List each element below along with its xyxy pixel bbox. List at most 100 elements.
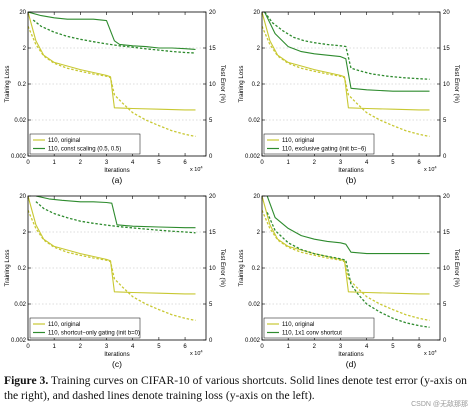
series-line-variant-dashed xyxy=(32,19,196,54)
y-left-tick-label: 0.02 xyxy=(14,302,26,308)
x-exponent: x 104 xyxy=(190,165,203,174)
x-exponent-base: x 10 xyxy=(424,351,434,357)
panel-3: 0 1 2 3 4 5 6 0.002 0.02 0.2 2 20 0 5 10 15 20 Iterations… xyxy=(238,194,460,369)
y-right-tick-label: 20 xyxy=(209,194,216,200)
y-right-tick-label: 20 xyxy=(443,194,450,200)
y-right-tick-label: 5 xyxy=(209,302,213,308)
legend-entry: 110, exclusive gating (init b=−6) xyxy=(282,147,366,153)
y-left-axis-label: Training Loss xyxy=(238,250,245,287)
y-right-tick-label: 5 xyxy=(443,118,447,124)
y-right-tick-label: 10 xyxy=(209,82,216,88)
y-left-tick-label: 0.002 xyxy=(11,338,27,344)
legend: 110, original 110, exclusive gating (init… xyxy=(263,133,375,155)
x-tick-label: 2 xyxy=(313,344,317,350)
figure-caption: Figure 3. Training curves on CIFAR-10 of… xyxy=(4,373,468,403)
y-right-tick-label: 10 xyxy=(443,266,450,272)
y-left-tick-label: 20 xyxy=(19,194,26,200)
legend: 110, original 110, const scaling (0.5, 0.… xyxy=(29,133,141,155)
y-left-tick-label: 20 xyxy=(253,194,260,200)
y-right-axis-label: Test Error (%) xyxy=(453,249,460,287)
panel-1: 0 1 2 3 4 5 6 0.002 0.02 0.2 2 20 0 5 10 15 20 Iterations… xyxy=(238,10,460,185)
series-line-variant-solid xyxy=(266,196,430,255)
y-right-tick-label: 10 xyxy=(443,82,450,88)
x-tick-label: 0 xyxy=(260,160,264,166)
x-tick-label: 4 xyxy=(365,160,369,166)
caption-text: Training curves on CIFAR-10 of various s… xyxy=(4,374,467,402)
y-right-axis-label: Test Error (%) xyxy=(453,65,460,103)
x-tick-label: 5 xyxy=(391,344,395,350)
y-right-tick-label: 0 xyxy=(209,338,213,344)
x-tick-label: 0 xyxy=(26,344,30,350)
y-left-axis-label: Training Loss xyxy=(4,250,11,287)
series-group xyxy=(28,196,196,322)
x-tick-label: 1 xyxy=(287,160,291,166)
x-tick-label: 4 xyxy=(131,160,135,166)
y-left-tick-label: 2 xyxy=(23,46,27,52)
x-tick-label: 4 xyxy=(131,344,135,350)
y-left-tick-label: 0.2 xyxy=(252,82,261,88)
series-group xyxy=(262,196,430,328)
x-tick-label: 1 xyxy=(53,344,57,350)
legend-entry: 110, const scaling (0.5, 0.5) xyxy=(48,147,121,153)
y-left-tick-label: 0.2 xyxy=(18,266,27,272)
series-line-variant-solid xyxy=(28,12,196,50)
y-right-axis-label: Test Error (%) xyxy=(219,249,226,287)
x-tick-label: 1 xyxy=(287,344,291,350)
legend-box xyxy=(263,317,375,339)
x-exponent-base: x 10 xyxy=(190,167,200,173)
series-line-variant-solid xyxy=(35,196,196,229)
x-exponent-base: x 10 xyxy=(190,351,200,357)
panel-label: (b) xyxy=(346,175,357,185)
x-axis-label: Iterations xyxy=(104,167,129,174)
panel-label: (a) xyxy=(112,175,123,185)
x-exponent-power: 4 xyxy=(200,349,203,354)
y-right-tick-label: 20 xyxy=(443,10,450,16)
x-tick-label: 3 xyxy=(105,344,109,350)
y-left-tick-label: 20 xyxy=(253,10,260,16)
legend-box xyxy=(29,133,141,155)
y-left-tick-label: 0.2 xyxy=(252,266,261,272)
series-line-variant-solid xyxy=(264,12,430,92)
y-right-tick-label: 0 xyxy=(443,338,447,344)
y-right-tick-label: 15 xyxy=(209,46,216,52)
series-group xyxy=(28,12,196,138)
y-left-tick-label: 2 xyxy=(257,46,261,52)
panel-0: 0 1 2 3 4 5 6 0.002 0.02 0.2 2 20 0 5 10 15 20 Iterations… xyxy=(4,10,226,185)
y-left-tick-label: 0.002 xyxy=(245,338,261,344)
y-right-axis-label: Test Error (%) xyxy=(219,65,226,103)
y-left-tick-label: 2 xyxy=(257,230,261,236)
x-axis-label: Iterations xyxy=(338,351,363,358)
series-group xyxy=(262,12,430,138)
x-tick-label: 5 xyxy=(157,160,161,166)
x-tick-label: 0 xyxy=(26,160,30,166)
x-exponent: x 104 xyxy=(424,349,437,358)
x-tick-label: 6 xyxy=(183,344,187,350)
x-tick-label: 2 xyxy=(79,344,83,350)
x-exponent-base: x 10 xyxy=(424,167,434,173)
y-right-tick-label: 0 xyxy=(209,154,213,160)
y-left-tick-label: 0.002 xyxy=(245,154,261,160)
y-right-tick-label: 5 xyxy=(443,302,447,308)
y-right-tick-label: 15 xyxy=(209,230,216,236)
x-tick-label: 2 xyxy=(313,160,317,166)
y-left-tick-label: 0.02 xyxy=(248,302,260,308)
y-left-tick-label: 0.02 xyxy=(248,118,260,124)
legend: 110, original 110, 1x1 conv shortcut xyxy=(263,317,375,339)
series-line-variant-dashed xyxy=(266,212,430,328)
legend-entry: 110, 1x1 conv shortcut xyxy=(282,331,342,337)
legend-entry: 110, original xyxy=(282,138,314,144)
x-tick-label: 3 xyxy=(105,160,109,166)
x-tick-label: 3 xyxy=(339,344,343,350)
panel-label: (d) xyxy=(346,359,357,369)
x-axis-label: Iterations xyxy=(338,167,363,174)
y-left-axis-label: Training Loss xyxy=(238,66,245,103)
y-left-tick-label: 2 xyxy=(23,230,27,236)
caption-label: Figure 3. xyxy=(4,374,49,387)
y-right-tick-label: 10 xyxy=(209,266,216,272)
y-left-tick-label: 0.02 xyxy=(14,118,26,124)
x-tick-label: 6 xyxy=(417,160,421,166)
y-left-tick-label: 0.2 xyxy=(18,82,27,88)
x-tick-label: 3 xyxy=(339,160,343,166)
legend-entry: 110, shortcut−only gating (init b=0) xyxy=(48,331,140,337)
